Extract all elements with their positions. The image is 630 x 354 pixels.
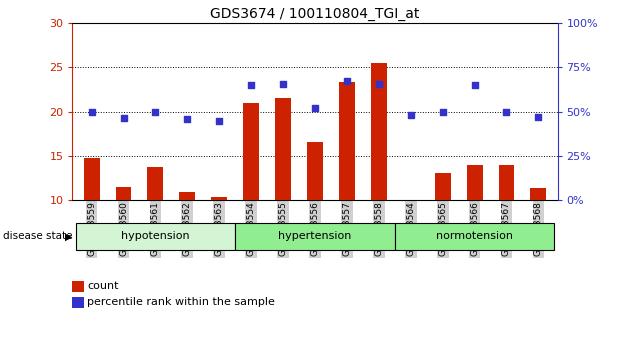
- Text: hypotension: hypotension: [121, 231, 190, 241]
- Bar: [84, 158, 100, 200]
- Text: disease state: disease state: [3, 232, 72, 241]
- Point: [501, 110, 512, 115]
- Point: [534, 114, 544, 120]
- Bar: [180, 192, 195, 200]
- Point: [438, 110, 448, 115]
- Text: hypertension: hypertension: [278, 231, 352, 241]
- Point: [182, 117, 192, 122]
- Bar: [467, 165, 483, 200]
- Text: count: count: [87, 281, 118, 291]
- Bar: [530, 188, 546, 200]
- Bar: [115, 187, 132, 200]
- Point: [406, 112, 416, 118]
- Point: [86, 109, 96, 114]
- Bar: [395, 223, 554, 250]
- Point: [118, 115, 129, 120]
- Text: ▶: ▶: [65, 232, 72, 241]
- Bar: [307, 142, 323, 200]
- Point: [151, 109, 161, 114]
- Bar: [435, 173, 450, 200]
- Point: [214, 118, 224, 124]
- Text: percentile rank within the sample: percentile rank within the sample: [87, 297, 275, 307]
- Bar: [76, 223, 235, 250]
- Text: normotension: normotension: [436, 231, 513, 241]
- Title: GDS3674 / 100110804_TGI_at: GDS3674 / 100110804_TGI_at: [210, 7, 420, 21]
- Point: [374, 81, 384, 87]
- Bar: [147, 167, 163, 200]
- Bar: [275, 98, 291, 200]
- Point: [278, 81, 288, 87]
- Point: [342, 78, 352, 83]
- Bar: [498, 166, 515, 200]
- Point: [246, 82, 256, 88]
- Bar: [235, 223, 395, 250]
- Bar: [371, 63, 387, 200]
- Bar: [211, 198, 227, 200]
- Bar: [243, 103, 259, 200]
- Bar: [339, 82, 355, 200]
- Point: [310, 105, 320, 111]
- Point: [469, 82, 479, 88]
